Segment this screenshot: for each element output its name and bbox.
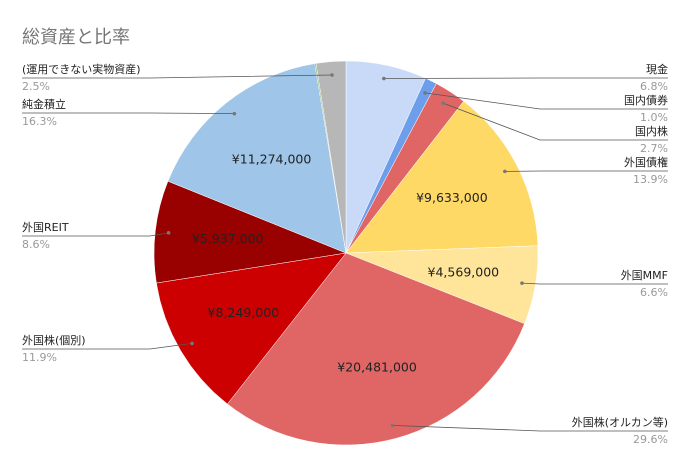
pie-slice xyxy=(167,63,347,254)
leader-dot xyxy=(232,111,237,116)
leader-line xyxy=(442,102,668,141)
percent-label: 2.5% xyxy=(22,80,50,93)
leader-line xyxy=(392,424,668,432)
leader-line xyxy=(22,232,169,237)
percent-label: 1.0% xyxy=(640,111,668,124)
percent-label: 13.9% xyxy=(633,173,668,186)
leader-dot xyxy=(390,423,395,428)
leader-dot xyxy=(330,73,334,77)
leader-dot xyxy=(382,76,386,81)
percent-label: 6.8% xyxy=(640,80,668,93)
pie-slice xyxy=(315,60,347,254)
leader-dot xyxy=(190,341,194,346)
leader-dot xyxy=(423,91,427,95)
leader-line xyxy=(425,92,668,110)
legend-label: 外国MMF xyxy=(621,269,668,282)
amount-label: ¥8,249,000 xyxy=(208,305,280,320)
pie-slice xyxy=(345,100,539,254)
percent-label: 8.6% xyxy=(22,238,50,251)
legend-label: 外国株(オルカン等) xyxy=(572,415,668,429)
pie-slice xyxy=(153,180,347,284)
percent-label: 16.3% xyxy=(22,115,57,128)
legend-label: 純金積立 xyxy=(22,97,66,111)
legend-label: 国内株 xyxy=(635,124,668,138)
legend-label: 外国REIT xyxy=(22,221,69,234)
leader-line xyxy=(22,343,193,350)
leader-line xyxy=(22,112,235,115)
legend-label: 国内債券 xyxy=(624,93,668,107)
leader-dot xyxy=(520,281,524,285)
amount-label: ¥9,633,000 xyxy=(416,190,488,205)
percent-label: 2.7% xyxy=(640,142,668,155)
pie-slice xyxy=(227,252,525,446)
legend-label: 現金 xyxy=(646,62,668,76)
leader-dot xyxy=(441,101,445,105)
legend-label: 外国債権 xyxy=(624,155,668,169)
leader-line xyxy=(22,74,332,79)
amount-label: ¥11,274,000 xyxy=(232,152,312,167)
leader-dot xyxy=(503,169,507,174)
leader-line xyxy=(521,282,668,285)
legend-label: 外国株(個別) xyxy=(22,333,86,347)
percent-label: 6.6% xyxy=(640,286,668,299)
leader-dot xyxy=(166,231,171,235)
amount-label: ¥20,481,000 xyxy=(337,359,417,374)
pie-slice xyxy=(156,252,347,405)
amount-label: ¥5,937,000 xyxy=(192,231,264,246)
amount-label: ¥4,569,000 xyxy=(428,265,500,280)
percent-label: 29.6% xyxy=(633,433,668,446)
legend-label: (運用できない実物資産) xyxy=(22,62,141,76)
chart-title: 総資産と比率 xyxy=(22,27,130,48)
percent-label: 11.9% xyxy=(22,351,57,364)
